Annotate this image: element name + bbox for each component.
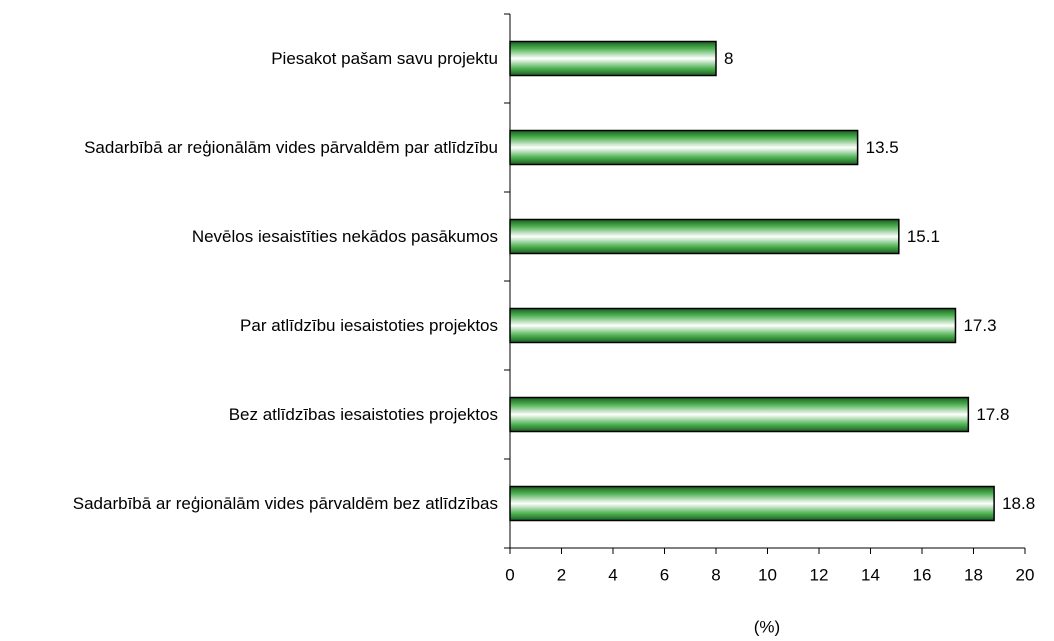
y-tick-label-box: Bez atlīdzības iesaistoties projektos [0, 402, 498, 428]
data-label: 13.5 [866, 138, 899, 157]
x-tick-label: 4 [608, 565, 617, 584]
x-tick-label: 18 [964, 565, 983, 584]
bar [509, 218, 900, 255]
x-tick-label: 6 [660, 565, 669, 584]
y-tick-label-box: Par atlīdzību iesaistoties projektos [0, 313, 498, 339]
bar [509, 129, 859, 166]
data-label: 15.1 [907, 227, 940, 246]
data-label: 18.8 [1002, 494, 1035, 513]
y-tick-label-box: Piesakot pašam savu projektu [0, 46, 498, 72]
data-label: 8 [724, 49, 733, 68]
data-label: 17.3 [963, 316, 996, 335]
x-tick-label: 16 [913, 565, 932, 584]
x-tick-label: 12 [810, 565, 829, 584]
x-tick-label: 2 [557, 565, 566, 584]
y-tick-label: Sadarbībā ar reģionālām vides pārvaldēm … [84, 137, 498, 157]
bar [509, 396, 970, 433]
x-tick-label: 20 [1016, 565, 1035, 584]
bar [509, 485, 995, 522]
y-tick-label: Nevēlos iesaistīties nekādos pasākumos [191, 226, 498, 246]
x-tick-label: 8 [711, 565, 720, 584]
y-tick-label-box: Nevēlos iesaistīties nekādos pasākumos [0, 224, 498, 250]
x-tick-label: 10 [758, 565, 777, 584]
y-tick-label-box: Sadarbībā ar reģionālām vides pārvaldēm … [0, 491, 498, 517]
y-tick-label-box: Sadarbībā ar reģionālām vides pārvaldēm … [0, 135, 498, 161]
y-tick-label: Bez atlīdzības iesaistoties projektos [228, 404, 498, 424]
bar [509, 307, 957, 344]
bar [509, 40, 717, 77]
data-label: 17.8 [976, 405, 1009, 424]
y-tick-label: Sadarbībā ar reģionālām vides pārvaldēm … [72, 493, 498, 513]
x-tick-label: 0 [505, 565, 514, 584]
y-tick-label: Piesakot pašam savu projektu [271, 48, 498, 68]
x-axis-label: (%) [754, 617, 780, 636]
y-tick-label: Par atlīdzību iesaistoties projektos [240, 315, 498, 335]
x-tick-label: 14 [861, 565, 880, 584]
